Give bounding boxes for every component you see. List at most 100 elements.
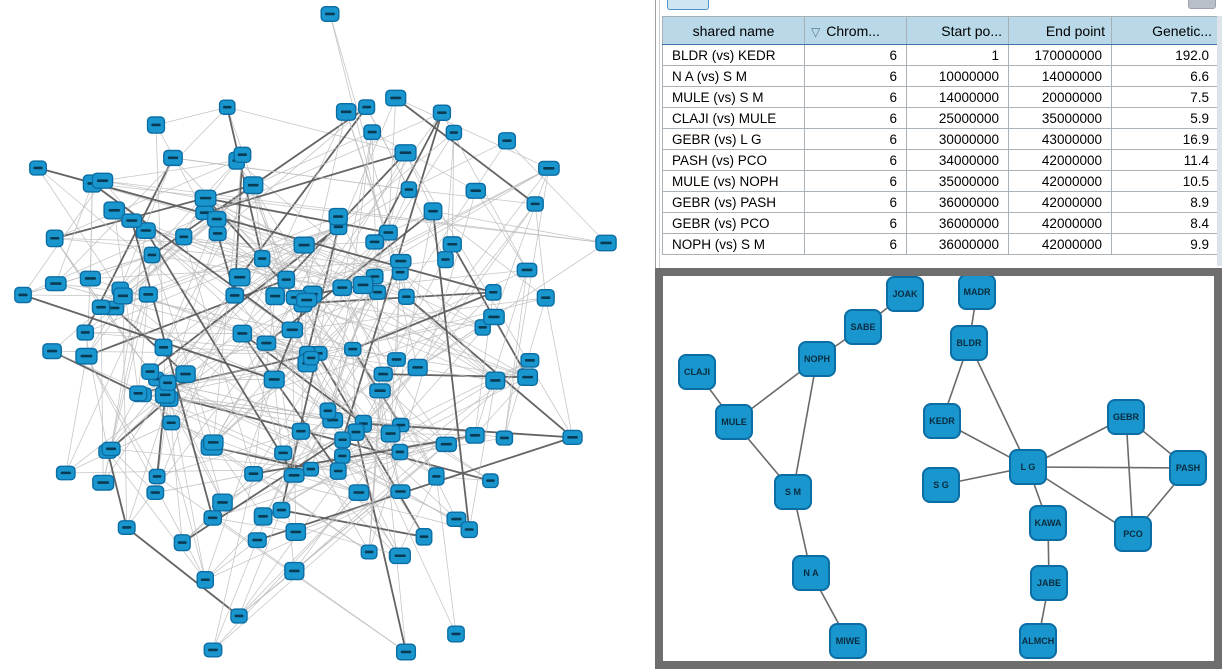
network-node[interactable] xyxy=(344,341,362,357)
network-node[interactable] xyxy=(92,474,115,491)
network-node[interactable] xyxy=(55,465,76,481)
network-node[interactable] xyxy=(348,484,370,501)
network-node[interactable] xyxy=(281,321,304,339)
network-node[interactable] xyxy=(365,234,385,250)
network-node[interactable] xyxy=(595,234,617,252)
network-node[interactable] xyxy=(117,520,136,536)
network-node[interactable] xyxy=(265,287,286,306)
network-node[interactable] xyxy=(135,222,156,239)
network-node[interactable] xyxy=(244,466,264,482)
network-node[interactable] xyxy=(162,415,181,431)
network-node[interactable]: SABE xyxy=(844,309,882,345)
network-node[interactable] xyxy=(175,365,196,384)
network-node[interactable]: PCO xyxy=(1114,516,1152,552)
network-node[interactable] xyxy=(526,196,544,212)
network-node[interactable] xyxy=(538,160,560,176)
network-node[interactable] xyxy=(446,511,467,527)
network-node[interactable] xyxy=(395,643,417,661)
network-node[interactable] xyxy=(101,441,121,457)
network-node[interactable] xyxy=(225,287,245,304)
network-node[interactable] xyxy=(233,146,252,163)
network-node[interactable] xyxy=(194,189,217,207)
network-node[interactable] xyxy=(14,286,32,304)
network-node[interactable] xyxy=(146,116,166,134)
network-node[interactable] xyxy=(143,246,161,264)
network-node[interactable] xyxy=(253,250,271,268)
network-node[interactable] xyxy=(432,104,452,122)
network-node[interactable] xyxy=(277,270,296,289)
network-node[interactable] xyxy=(378,224,398,241)
network-node[interactable] xyxy=(536,289,555,307)
network-node[interactable]: PASH xyxy=(1169,450,1207,486)
network-node[interactable] xyxy=(253,507,273,526)
network-node[interactable] xyxy=(274,445,293,461)
network-node[interactable] xyxy=(291,422,311,440)
network-node[interactable] xyxy=(407,358,428,377)
network-node[interactable] xyxy=(113,287,133,305)
table-row[interactable]: BLDR (vs) KEDR 6 1 170000000 192.0 xyxy=(662,44,1219,66)
network-node[interactable] xyxy=(203,510,222,526)
network-node[interactable] xyxy=(302,350,320,366)
network-node[interactable] xyxy=(352,275,374,295)
network-node[interactable] xyxy=(129,385,148,402)
column-header-0[interactable]: shared name xyxy=(662,16,805,45)
network-node[interactable] xyxy=(363,124,382,141)
network-node[interactable] xyxy=(390,484,411,500)
network-node[interactable]: L G xyxy=(1009,449,1047,485)
horizontal-scrollbar-thumb[interactable] xyxy=(1188,0,1216,9)
network-node[interactable] xyxy=(203,642,223,658)
network-node[interactable]: JABE xyxy=(1030,565,1068,601)
network-node[interactable] xyxy=(482,473,499,489)
network-node[interactable] xyxy=(103,201,126,220)
network-node[interactable] xyxy=(175,228,193,246)
network-node[interactable] xyxy=(196,570,215,589)
network-node[interactable] xyxy=(91,172,114,189)
network-node[interactable] xyxy=(445,124,463,141)
network-node[interactable] xyxy=(319,402,337,420)
network-node[interactable] xyxy=(516,262,538,278)
network-node[interactable] xyxy=(442,236,462,253)
network-node[interactable] xyxy=(497,132,517,150)
network-node[interactable] xyxy=(360,544,378,560)
network-node[interactable] xyxy=(293,236,315,254)
network-node[interactable] xyxy=(44,276,67,292)
network-node[interactable] xyxy=(465,182,487,199)
table-row[interactable]: MULE (vs) NOPH 6 35000000 42000000 10.5 xyxy=(662,170,1219,192)
network-node[interactable] xyxy=(283,467,305,483)
network-node[interactable] xyxy=(423,202,443,221)
network-node[interactable] xyxy=(242,176,264,195)
network-node[interactable] xyxy=(358,99,376,116)
network-node[interactable] xyxy=(146,485,165,501)
network-node[interactable]: N A xyxy=(792,555,830,591)
network-node[interactable] xyxy=(148,468,166,485)
network-node[interactable] xyxy=(320,5,340,23)
network-node[interactable]: MULE xyxy=(715,404,753,440)
network-node[interactable] xyxy=(387,352,406,367)
network-node[interactable] xyxy=(329,462,347,480)
network-node[interactable] xyxy=(202,434,224,451)
table-row[interactable]: CLAJI (vs) MULE 6 25000000 35000000 5.9 xyxy=(662,107,1219,129)
network-node[interactable] xyxy=(154,338,173,357)
network-node[interactable] xyxy=(380,424,401,443)
network-node[interactable] xyxy=(334,431,351,449)
network-node[interactable] xyxy=(517,368,539,387)
table-row[interactable]: GEBR (vs) PCO 6 36000000 42000000 8.4 xyxy=(662,212,1219,234)
network-node[interactable]: JOAK xyxy=(886,276,924,312)
network-node[interactable] xyxy=(29,160,47,176)
network-node[interactable] xyxy=(398,288,415,306)
network-node[interactable] xyxy=(284,561,305,581)
network-node[interactable] xyxy=(42,343,62,360)
network-node[interactable]: S G xyxy=(922,467,960,503)
network-node[interactable] xyxy=(45,229,64,248)
network-node[interactable] xyxy=(208,225,227,242)
network-node[interactable] xyxy=(173,534,191,552)
network-node[interactable] xyxy=(391,264,409,281)
network-node[interactable] xyxy=(285,523,307,541)
network-node[interactable] xyxy=(247,532,267,549)
network-node[interactable] xyxy=(228,268,251,287)
network-node[interactable] xyxy=(302,461,320,477)
network-node[interactable] xyxy=(206,210,227,228)
network-node[interactable] xyxy=(485,283,502,301)
network-node[interactable] xyxy=(437,251,454,269)
network-node[interactable]: S M xyxy=(774,474,812,510)
